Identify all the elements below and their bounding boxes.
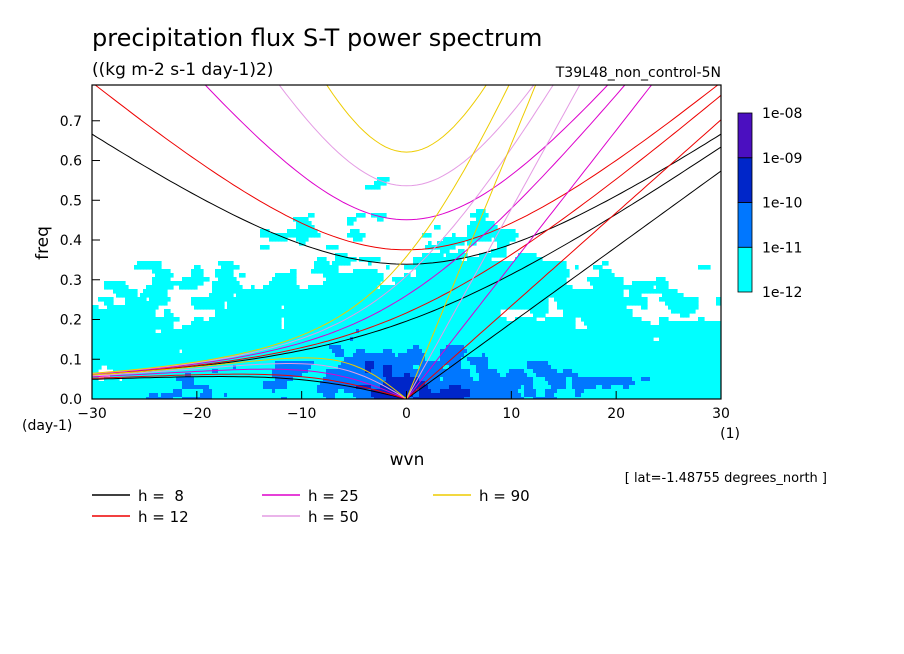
legend-label-h8: h = 8 (138, 487, 184, 505)
legend-label-h12: h = 12 (138, 508, 189, 526)
dispersion-curve-h12-branch-0 (406, 119, 721, 399)
dispersion-curve-h25-branch-1 (92, 368, 407, 399)
dispersion-curve-h50-branch-0 (406, 85, 581, 399)
colorbar-segment (737, 246, 753, 293)
dispersion-curve-h12-branch-2 (94, 85, 719, 251)
x-tick-label: 30 (712, 406, 730, 422)
dispersion-curve-h90-branch-2 (326, 85, 487, 153)
chart-title: precipitation flux S-T power spectrum (92, 24, 542, 52)
y-tick-label: 0.6 (60, 154, 82, 170)
dispersion-curve-h50-branch-3 (92, 85, 554, 375)
spectrum-heatmap (92, 177, 721, 399)
y-tick-label: 0.4 (60, 233, 82, 249)
dispersion-curve-h90-branch-0 (406, 85, 537, 399)
y-axis-label: freq (33, 226, 53, 260)
y-axis-unit: (day-1) (22, 418, 72, 434)
x-axis-label: wvn (390, 450, 425, 470)
legend-label-h50: h = 50 (308, 508, 359, 526)
colorbar-segment (737, 157, 753, 203)
dispersion-curve-h25-branch-2 (204, 85, 609, 221)
dispersion-curve-h12-branch-1 (92, 373, 407, 399)
colorbar: 1e-12 1e-11 1e-10 1e-09 1e-08 (737, 106, 802, 301)
x-tick-label: −30 (77, 406, 107, 422)
colorbar-label: 1e-11 (762, 240, 802, 256)
x-tick-label: 10 (502, 406, 520, 422)
x-tick-label: −10 (287, 406, 317, 422)
colorbar-label: 1e-12 (762, 285, 802, 301)
legend-label-h90: h = 90 (479, 487, 530, 505)
x-axis-ticks: −30 −20 −10 0 10 20 30 (77, 391, 730, 422)
dispersion-curve-h90-branch-3 (92, 85, 510, 374)
y-tick-label: 0.2 (60, 313, 82, 329)
dispersion-curve-h90-branch-1 (92, 357, 407, 399)
dispersion-curve-h25-branch-3 (92, 85, 626, 375)
x-tick-label: 0 (402, 406, 411, 422)
dispersion-curve-h8-branch-2 (92, 133, 721, 265)
y-tick-label: 0.0 (60, 392, 82, 408)
legend: h = 8 h = 12 h = 25 h = 50 h = 90 (92, 487, 530, 526)
x-tick-label: −20 (182, 406, 212, 422)
colorbar-label: 1e-09 (762, 151, 802, 167)
y-tick-label: 0.1 (60, 352, 82, 368)
dispersion-curve-h8-branch-0 (406, 170, 721, 399)
x-tick-label: 20 (607, 406, 625, 422)
dispersion-curve-h25-branch-0 (406, 85, 653, 399)
colorbar-label: 1e-10 (762, 196, 802, 212)
legend-label-h25: h = 25 (308, 487, 359, 505)
latitude-annotation: [ lat=-1.48755 degrees_north ] (625, 471, 827, 486)
dispersion-curve-h50-branch-1 (92, 363, 407, 399)
x-axis-unit: (1) (720, 426, 740, 442)
colorbar-label: 1e-08 (762, 106, 802, 122)
dispersion-curves (92, 85, 721, 399)
dispersion-curve-h12-branch-3 (92, 94, 721, 376)
colorbar-segment (737, 202, 753, 248)
dispersion-curve-h50-branch-2 (278, 85, 535, 187)
dispersion-curve-h8-branch-1 (92, 376, 407, 399)
colorbar-segment (737, 112, 753, 159)
y-tick-label: 0.7 (60, 114, 82, 130)
y-tick-label: 0.3 (60, 273, 82, 289)
chart-units: ((kg m-2 s-1 day-1)2) (92, 60, 273, 80)
run-label: T39L48_non_control-5N (555, 65, 721, 81)
y-tick-label: 0.5 (60, 193, 82, 209)
y-axis-ticks: 0.0 0.1 0.2 0.3 0.4 0.5 0.6 0.7 (60, 114, 100, 408)
